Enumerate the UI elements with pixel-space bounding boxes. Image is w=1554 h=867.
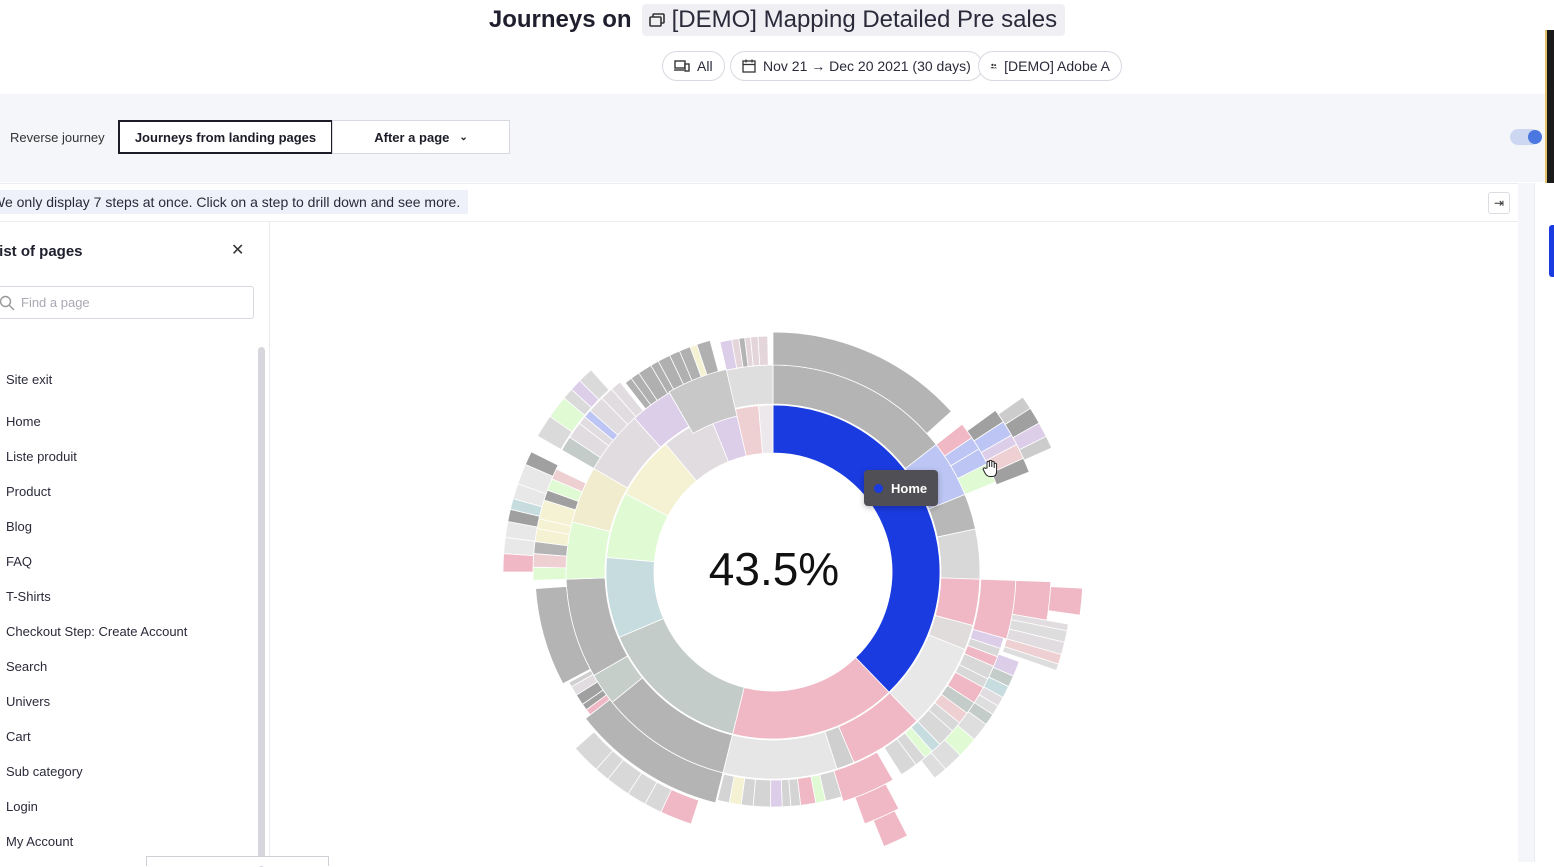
sunburst-ring4-liste-produit[interactable] — [1011, 580, 1052, 621]
sunburst-fragment[interactable] — [610, 381, 644, 418]
sunburst-fragment[interactable] — [574, 731, 614, 770]
sunburst-ring5-liste-produit[interactable] — [872, 810, 908, 847]
sunburst-fragment[interactable] — [780, 778, 792, 808]
segment-filter[interactable]: [DEMO] Adobe A — [978, 51, 1122, 81]
page-list-item[interactable]: T-Shirts — [6, 589, 51, 604]
rail-accent[interactable] — [1549, 225, 1554, 277]
calendar-icon — [742, 59, 756, 73]
page-list: Site exit Home Liste produit Product Blog FAQ… — [6, 362, 187, 859]
page-search-input[interactable] — [21, 287, 247, 318]
project-name: [DEMO] Mapping Detailed Pre sales — [671, 6, 1058, 33]
sunburst-fragment[interactable] — [1002, 646, 1060, 671]
sunburst-fragment[interactable] — [568, 669, 594, 688]
sunburst-fragment[interactable] — [883, 738, 917, 776]
page-list-item[interactable]: FAQ — [6, 554, 33, 569]
edge-panel — [1545, 30, 1554, 196]
date-range-filter[interactable]: Nov 21 → Dec 20 2021 (30 days) — [730, 51, 983, 81]
sunburst-fragment[interactable] — [1018, 435, 1053, 461]
divider — [0, 221, 1518, 222]
sunburst-fragment[interactable] — [524, 451, 559, 477]
page-list-item[interactable]: Login — [6, 799, 38, 814]
sunburst-fragment[interactable] — [502, 553, 534, 573]
journey-panel: We only display 7 steps at once. Click o… — [0, 183, 1518, 867]
segment-label: [DEMO] Adobe A — [1004, 58, 1110, 74]
page-title: Journeys on — [488, 6, 632, 33]
reverse-journey-label: Reverse journey — [10, 130, 105, 145]
pages-sidebar: List of pages ✕ Site exit Home Liste produ… — [0, 222, 270, 867]
device-filter[interactable]: All — [662, 51, 725, 81]
sunburst-ring2-misc[interactable] — [936, 528, 981, 580]
sunburst-ring3-site-exit[interactable] — [535, 586, 591, 685]
title-row: Journeys on [DEMO] Mapping Detailed Pre … — [0, 4, 1554, 36]
sidebar-scrollbar[interactable] — [258, 347, 265, 867]
sunburst-chart[interactable] — [0, 184, 1518, 863]
project-selector[interactable]: [DEMO] Mapping Detailed Pre sales — [641, 4, 1066, 36]
users-icon — [990, 63, 997, 69]
sunburst-center — [655, 454, 891, 690]
arrow-right-bar-icon: ⇥ — [1493, 196, 1505, 210]
sunburst-fragment[interactable] — [579, 369, 610, 401]
sunburst-ring3-site-exit[interactable] — [772, 331, 952, 435]
right-side-rail — [1518, 183, 1554, 862]
sunburst-fragment[interactable] — [770, 779, 783, 808]
page-list-item[interactable]: Univers — [6, 694, 51, 709]
header: Journeys on [DEMO] Mapping Detailed Pre … — [0, 0, 1554, 94]
journey-options-bar: Reverse journey Journeys from landing pa… — [0, 94, 1545, 182]
sunburst-ring5-liste-produit[interactable] — [1047, 586, 1084, 616]
tooltip-label: Home — [891, 480, 928, 496]
device-filter-label: All — [697, 58, 713, 74]
dropdown-fragment — [146, 856, 329, 866]
page-list-item[interactable]: Sub category — [6, 764, 83, 779]
search-icon — [0, 295, 15, 311]
center-percentage: 43.5% — [708, 543, 840, 595]
sunburst-fragment[interactable] — [532, 566, 567, 581]
page-list-item[interactable]: Site exit — [6, 372, 53, 387]
sunburst-fragment[interactable] — [757, 335, 769, 366]
close-icon[interactable]: ✕ — [231, 242, 245, 259]
page-search-field[interactable] — [0, 286, 254, 319]
collapse-panel-button[interactable]: ⇥ — [1488, 192, 1510, 214]
info-banner: We only display 7 steps at once. Click o… — [0, 190, 469, 214]
sidebar-title: List of pages — [0, 243, 83, 260]
page-list-item[interactable]: Product — [6, 484, 51, 499]
page-list-item[interactable]: Checkout Step: Create Account — [6, 624, 188, 639]
sunburst-fragment[interactable] — [716, 773, 735, 804]
page-list-item[interactable]: Home — [6, 414, 41, 429]
page-list-item[interactable]: Search — [6, 659, 48, 674]
after-a-page-button[interactable]: After a page ⌄ — [332, 120, 510, 154]
sunburst-ring2-faq[interactable] — [565, 521, 611, 580]
sunburst-ring2-search[interactable] — [668, 368, 738, 434]
hand-cursor-icon — [982, 460, 998, 477]
journeys-from-landing-pages-button[interactable]: Journeys from landing pages — [118, 120, 333, 154]
page-list-item[interactable]: Blog — [6, 519, 33, 534]
page-list-item[interactable]: Cart — [6, 729, 31, 744]
after-a-page-label: After a page — [374, 129, 450, 145]
page-list-item[interactable]: Liste produit — [6, 449, 77, 464]
chevron-down-icon: ⌄ — [459, 131, 468, 143]
sunburst-fragment[interactable] — [920, 752, 947, 779]
toggle-knob — [1528, 130, 1542, 144]
project-icon — [648, 13, 665, 27]
info-banner-text: We only display 7 steps at once. Click o… — [0, 194, 461, 210]
rail-card — [1534, 183, 1554, 862]
view-toggle[interactable] — [1510, 129, 1542, 145]
page-list-item[interactable]: My Account — [6, 834, 74, 849]
segment-tooltip: Home — [864, 470, 938, 506]
devices-icon — [674, 60, 690, 72]
home-color-dot — [874, 483, 883, 493]
sunburst-fragment[interactable] — [752, 778, 772, 808]
date-range-label: Nov 21 → Dec 20 2021 (30 days) — [763, 58, 971, 74]
sunburst-ring1-other[interactable] — [758, 404, 774, 454]
